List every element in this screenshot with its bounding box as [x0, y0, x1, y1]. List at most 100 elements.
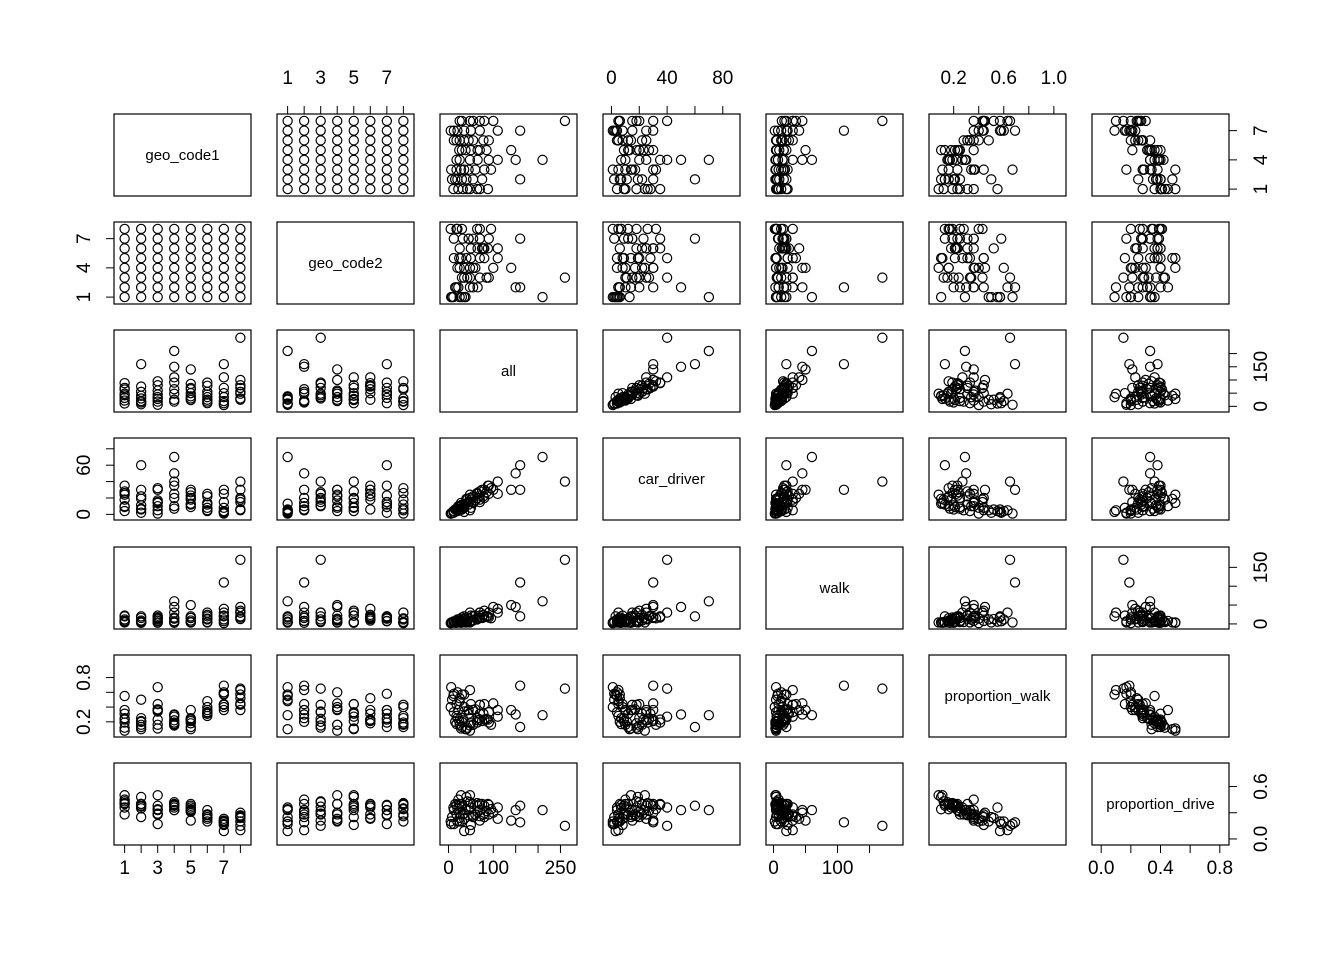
data-point: [381, 810, 393, 821]
data-point: [611, 690, 623, 702]
data-point: [218, 698, 230, 710]
data-point: [152, 719, 163, 730]
data-point: [298, 680, 310, 691]
data-point: [947, 480, 958, 491]
data-point: [960, 468, 972, 479]
data-point: [937, 252, 948, 264]
data-point: [1125, 689, 1137, 700]
data-point: [282, 681, 293, 693]
data-point: [942, 272, 953, 283]
panel-proportion_walk-vs-all: [439, 654, 578, 738]
data-point: [514, 484, 526, 495]
data-point: [202, 816, 213, 827]
data-point: [1121, 125, 1132, 136]
data-point: [235, 554, 246, 566]
data-point: [806, 709, 818, 721]
data-point: [315, 135, 326, 146]
data-point: [185, 387, 196, 399]
data-point: [977, 607, 988, 618]
data-point: [973, 125, 984, 136]
data-point: [514, 817, 526, 828]
data-point: [641, 603, 652, 615]
data-point: [1137, 505, 1148, 516]
data-point: [627, 272, 638, 283]
data-point: [365, 802, 376, 813]
data-point: [315, 815, 326, 826]
data-point: [1119, 610, 1131, 621]
data-point: [456, 612, 468, 623]
data-point: [169, 718, 180, 730]
data-point: [1110, 115, 1122, 127]
data-point: [1149, 291, 1160, 303]
data-point: [1002, 607, 1013, 618]
data-point: [365, 715, 376, 726]
data-point: [169, 488, 180, 500]
data-point: [943, 262, 954, 274]
data-point: [661, 272, 673, 283]
data-point: [537, 291, 548, 303]
data-point: [952, 183, 963, 195]
data-point: [445, 681, 457, 693]
data-point: [185, 494, 196, 505]
tick-label: 3: [315, 68, 326, 89]
tick-label: 0: [443, 858, 454, 879]
data-point: [703, 345, 715, 357]
data-point: [641, 813, 652, 825]
panel-car_driver-vs-geo_code1: [113, 437, 252, 521]
data-point: [661, 607, 673, 618]
data-point: [298, 806, 310, 818]
data-point: [152, 617, 163, 628]
data-point: [1125, 399, 1137, 411]
data-point: [977, 272, 988, 283]
data-point: [135, 715, 147, 727]
data-point: [119, 272, 130, 283]
data-point: [218, 262, 230, 274]
data-point: [1110, 684, 1122, 696]
data-point: [952, 233, 963, 244]
data-point: [992, 183, 1003, 195]
panel-geo_code1-vs-walk: [765, 113, 904, 197]
data-point: [1149, 690, 1160, 702]
data-point: [332, 807, 343, 818]
data-point: [398, 508, 409, 519]
data-point: [977, 382, 988, 394]
data-point: [514, 577, 526, 588]
data-point: [476, 174, 488, 185]
data-point: [381, 616, 393, 627]
data-point: [298, 384, 310, 395]
data-point: [937, 164, 948, 175]
data-point: [648, 601, 659, 613]
data-point: [185, 233, 196, 244]
data-point: [462, 272, 473, 283]
data-point: [119, 377, 130, 389]
panel-frame: [113, 437, 252, 521]
panel-frame: [928, 654, 1067, 738]
data-point: [1134, 223, 1145, 235]
data-point: [135, 358, 147, 370]
data-point: [797, 484, 808, 495]
data-point: [510, 804, 521, 816]
data-point: [994, 291, 1006, 303]
data-point: [1152, 144, 1163, 156]
data-point: [793, 243, 805, 254]
data-point: [365, 812, 376, 824]
tick-label: 40: [657, 68, 678, 89]
data-point: [1144, 451, 1156, 463]
data-point: [135, 233, 147, 244]
data-point: [218, 484, 230, 495]
panel-frame: [276, 762, 415, 846]
data-point: [465, 243, 477, 254]
data-point: [661, 252, 673, 264]
data-point: [620, 262, 631, 274]
data-point: [481, 144, 492, 156]
tick-label: 7: [382, 68, 393, 89]
data-point: [152, 790, 163, 801]
data-point: [776, 183, 787, 195]
data-point: [454, 243, 465, 254]
data-point: [675, 154, 687, 166]
panel-proportion_walk-vs-car_driver: [602, 654, 741, 738]
data-point: [218, 813, 230, 825]
data-point: [1004, 332, 1016, 343]
data-point: [119, 802, 130, 813]
data-point: [806, 345, 818, 357]
